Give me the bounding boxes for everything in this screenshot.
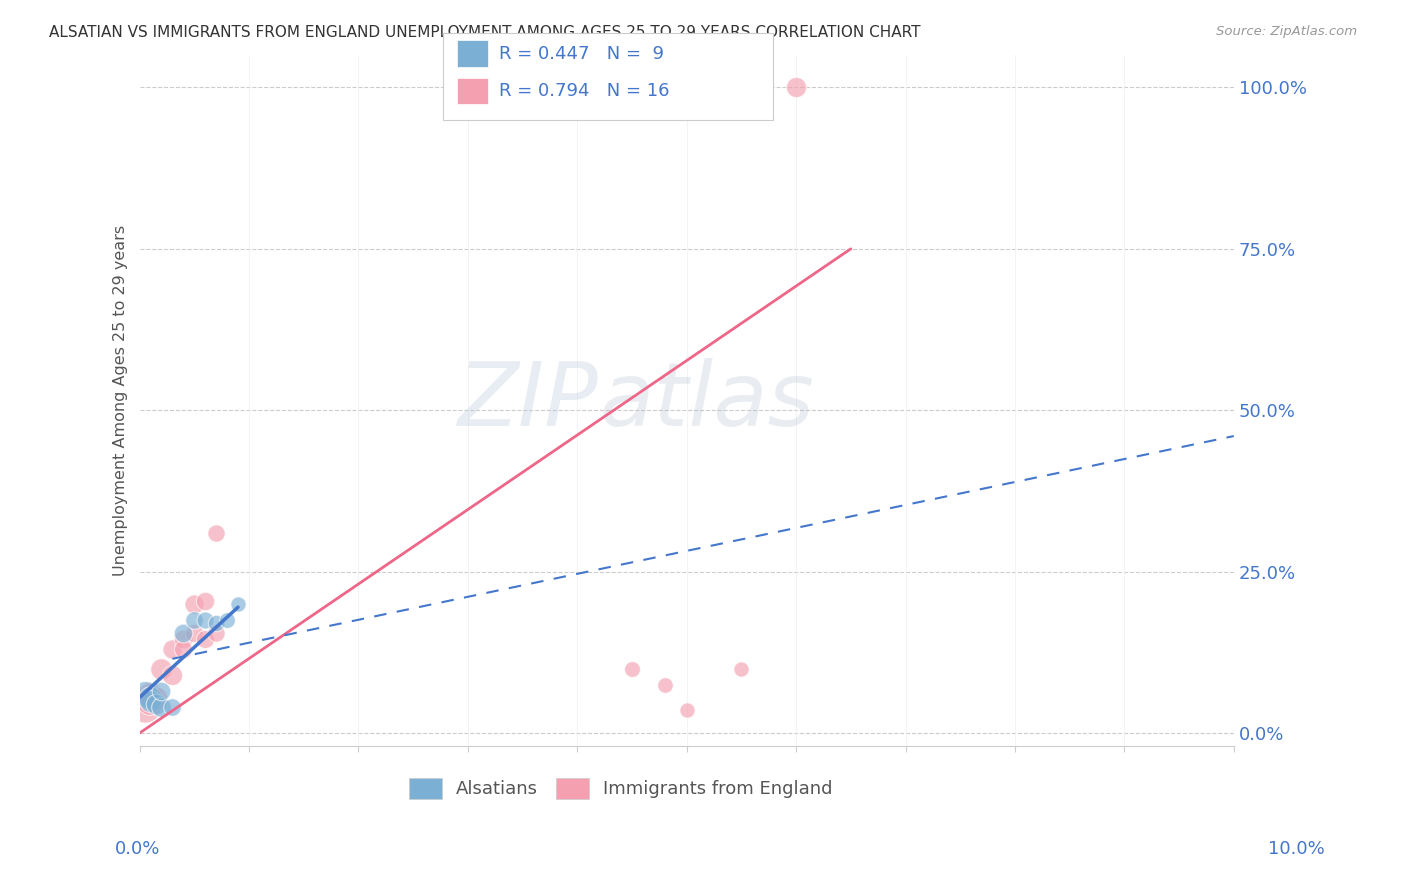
Point xyxy=(226,597,249,611)
Point xyxy=(183,626,205,640)
Point xyxy=(172,626,194,640)
Y-axis label: Unemployment Among Ages 25 to 29 years: Unemployment Among Ages 25 to 29 years xyxy=(114,225,128,576)
Point xyxy=(620,661,643,675)
Point xyxy=(139,694,162,708)
Point xyxy=(172,632,194,647)
Text: Source: ZipAtlas.com: Source: ZipAtlas.com xyxy=(1216,25,1357,38)
Point xyxy=(145,690,167,705)
Point xyxy=(194,613,217,627)
Point xyxy=(150,661,173,675)
Point xyxy=(162,700,184,714)
Point xyxy=(162,642,184,657)
Point xyxy=(205,616,228,631)
Point xyxy=(675,703,697,717)
Point xyxy=(205,525,228,540)
Text: 10.0%: 10.0% xyxy=(1268,840,1324,858)
Text: ZIP: ZIP xyxy=(458,358,599,443)
Text: atlas: atlas xyxy=(599,358,814,443)
Point xyxy=(162,668,184,682)
Text: 0.0%: 0.0% xyxy=(115,840,160,858)
Point xyxy=(150,700,173,714)
Point xyxy=(183,613,205,627)
Text: R = 0.794   N = 16: R = 0.794 N = 16 xyxy=(499,82,669,100)
Point xyxy=(139,690,162,705)
Text: R = 0.447   N =  9: R = 0.447 N = 9 xyxy=(499,45,664,62)
Point xyxy=(785,80,807,95)
Point xyxy=(194,593,217,607)
Point xyxy=(730,661,752,675)
Point xyxy=(172,642,194,657)
Point xyxy=(194,632,217,647)
Point xyxy=(139,687,162,701)
Legend: Alsatians, Immigrants from England: Alsatians, Immigrants from England xyxy=(402,771,839,806)
Point xyxy=(139,694,162,708)
Point xyxy=(205,626,228,640)
Point xyxy=(150,684,173,698)
Point xyxy=(217,613,239,627)
Point xyxy=(145,697,167,711)
Point xyxy=(134,687,156,701)
Point xyxy=(134,700,156,714)
Text: ALSATIAN VS IMMIGRANTS FROM ENGLAND UNEMPLOYMENT AMONG AGES 25 TO 29 YEARS CORRE: ALSATIAN VS IMMIGRANTS FROM ENGLAND UNEM… xyxy=(49,25,921,40)
Point xyxy=(654,678,676,692)
Point xyxy=(183,597,205,611)
